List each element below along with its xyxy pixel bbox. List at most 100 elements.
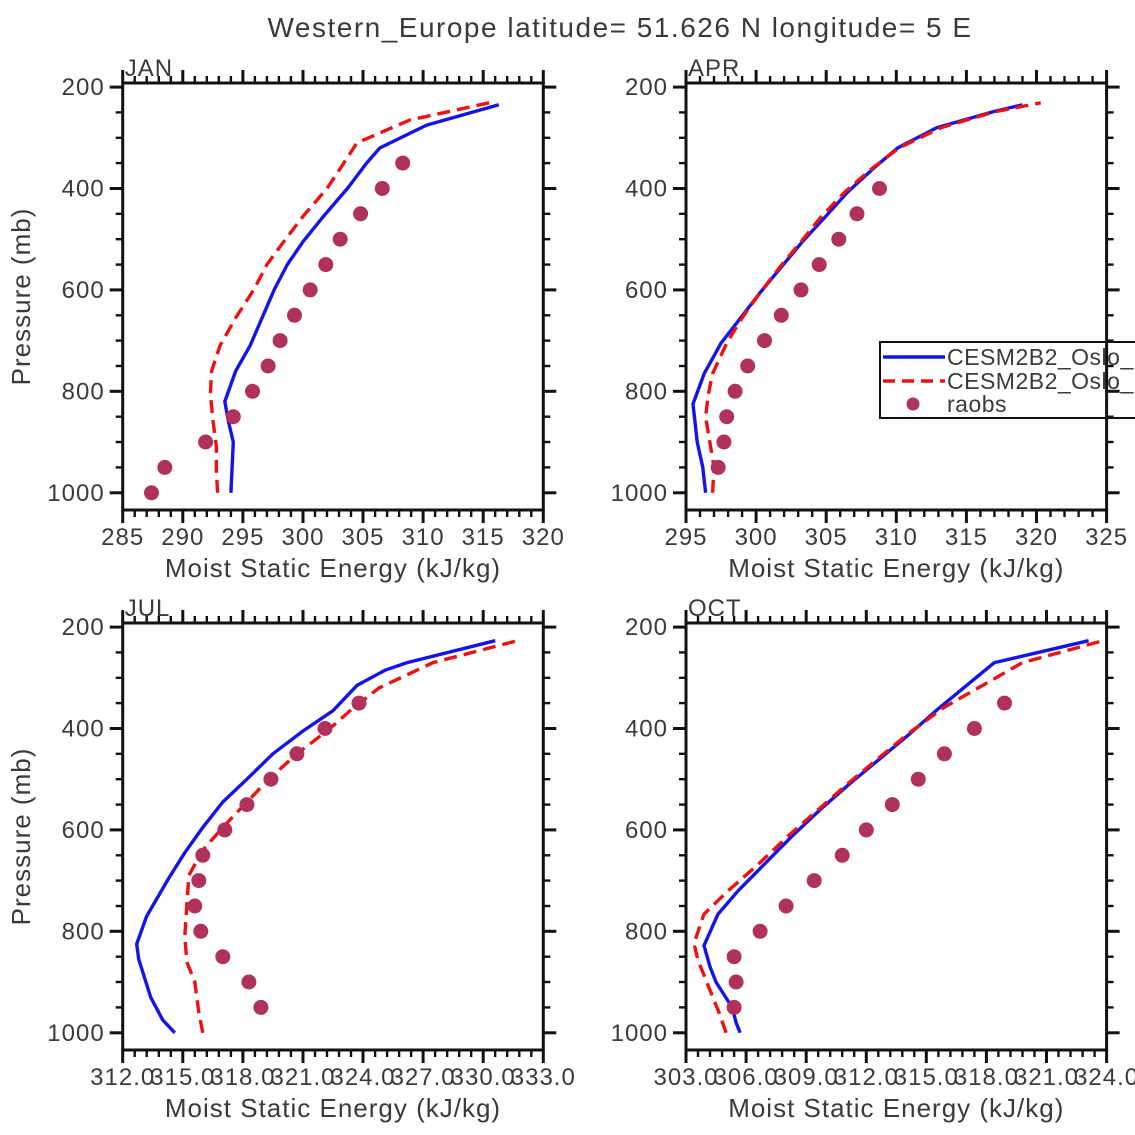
axis-ticks [673,610,1120,1063]
svg-text:600: 600 [625,277,668,304]
svg-text:800: 800 [625,918,668,945]
svg-text:600: 600 [625,817,668,844]
svg-text:306.0: 306.0 [714,1064,779,1091]
svg-text:295: 295 [664,524,707,551]
svg-text:330.0: 330.0 [451,1064,516,1091]
svg-text:285: 285 [101,524,144,551]
panel-title: JUL [125,595,171,622]
panel-title: APR [688,55,740,82]
svg-text:400: 400 [625,715,668,742]
chart-panel-jul: 312.0315.0318.0321.0324.0327.0330.0333.0… [6,595,576,1123]
svg-text:315.0: 315.0 [150,1064,215,1091]
svg-text:318.0: 318.0 [210,1064,275,1091]
svg-text:312.0: 312.0 [90,1064,155,1091]
svg-text:318.0: 318.0 [954,1064,1019,1091]
x-axis-title: Moist Static Energy (kJ/kg) [165,553,501,583]
series-cesm2b2-oslo-dashed [183,638,522,1034]
svg-text:320: 320 [522,524,565,551]
svg-text:400: 400 [62,715,105,742]
series-cesm2b2-oslo-solid [223,103,500,493]
svg-text:300: 300 [281,524,324,551]
svg-text:1000: 1000 [611,480,668,507]
svg-text:327.0: 327.0 [391,1064,456,1091]
y-tick-labels: 200 400 600 800 1000 [611,74,668,507]
svg-text:295: 295 [221,524,264,551]
y-tick-labels: 200 400 600 800 1000 [47,614,105,1047]
series-cesm2b2-oslo-dashed [692,638,1108,1034]
svg-text:320: 320 [1015,524,1058,551]
svg-text:800: 800 [62,918,105,945]
svg-text:290: 290 [161,524,204,551]
svg-text:1000: 1000 [611,1020,668,1047]
series-cesm2b2-oslo-dashed [208,100,492,493]
chart-panel-jan: 285 290 295 300 305 310 315 320 200 400 600 800 1000… [6,55,565,583]
svg-text:310: 310 [875,524,918,551]
series-raobs [144,155,411,501]
legend-label: CESM2B2_Oslo_ [947,344,1134,370]
svg-text:310: 310 [402,524,445,551]
legend-label: CESM2B2_Oslo_ [947,368,1134,394]
svg-text:400: 400 [625,175,668,202]
svg-text:1000: 1000 [47,480,104,507]
chart-panel-apr: 295 300 305 310 315 320 325 200 400 600 800 1000 APR… [611,55,1135,583]
svg-text:600: 600 [62,277,105,304]
svg-text:315: 315 [945,524,988,551]
chart-panel-oct: 303.0306.0309.0312.0315.0318.0321.0324.0… [611,595,1135,1123]
svg-text:300: 300 [735,524,778,551]
x-tick-labels: 295 300 305 310 315 320 325 [664,524,1128,551]
panel-title: JAN [125,55,173,82]
svg-text:315: 315 [462,524,505,551]
x-tick-labels: 285 290 295 300 305 310 315 320 [101,524,565,551]
svg-text:312.0: 312.0 [834,1064,899,1091]
x-axis-title: Moist Static Energy (kJ/kg) [728,553,1064,583]
svg-text:400: 400 [62,175,105,202]
series-cesm2b2-oslo-solid [702,639,1089,1034]
svg-text:333.0: 333.0 [511,1064,576,1091]
series-raobs [726,695,1012,1015]
svg-text:600: 600 [62,817,105,844]
y-tick-labels: 200 400 600 800 1000 [611,614,668,1047]
y-axis-title: Pressure (mb) [6,748,36,926]
svg-text:324.0: 324.0 [330,1064,395,1091]
svg-text:305: 305 [341,524,384,551]
figure-title: Western_Europe latitude= 51.626 N longit… [267,12,973,43]
x-axis-title: Moist Static Energy (kJ/kg) [165,1093,501,1123]
svg-text:800: 800 [62,378,105,405]
svg-text:200: 200 [625,74,668,101]
axis-ticks [673,70,1120,523]
svg-text:200: 200 [62,74,105,101]
svg-text:309.0: 309.0 [774,1064,839,1091]
legend-dot [906,397,920,411]
svg-text:800: 800 [625,378,668,405]
y-tick-labels: 200 400 600 800 1000 [47,74,105,507]
svg-text:324.0: 324.0 [1074,1064,1135,1091]
series-cesm2b2-oslo-solid [135,639,496,1034]
svg-text:321.0: 321.0 [270,1064,335,1091]
svg-text:321.0: 321.0 [1014,1064,1079,1091]
axis-ticks [109,70,557,523]
plot-frame [684,621,1109,1052]
x-axis-title: Moist Static Energy (kJ/kg) [728,1093,1064,1123]
svg-text:303.0: 303.0 [653,1064,718,1091]
series-cesm2b2-oslo-solid [691,103,1023,493]
axis-ticks [109,610,557,1063]
legend-label: raobs [947,391,1007,417]
svg-text:200: 200 [625,614,668,641]
series-cesm2b2-oslo-dashed [703,101,1042,493]
series-raobs [710,181,887,475]
plot-frame [121,81,545,512]
legend-box [879,341,1135,419]
legend: CESM2B2_Oslo_CESM2B2_Oslo_raobs [879,341,1135,419]
svg-text:200: 200 [62,614,105,641]
series-raobs [187,695,367,1015]
svg-text:305: 305 [805,524,848,551]
svg-text:325: 325 [1085,524,1128,551]
y-axis-title: Pressure (mb) [6,208,36,386]
plot-frame [121,621,545,1052]
svg-text:1000: 1000 [47,1020,104,1047]
svg-text:315.0: 315.0 [894,1064,959,1091]
